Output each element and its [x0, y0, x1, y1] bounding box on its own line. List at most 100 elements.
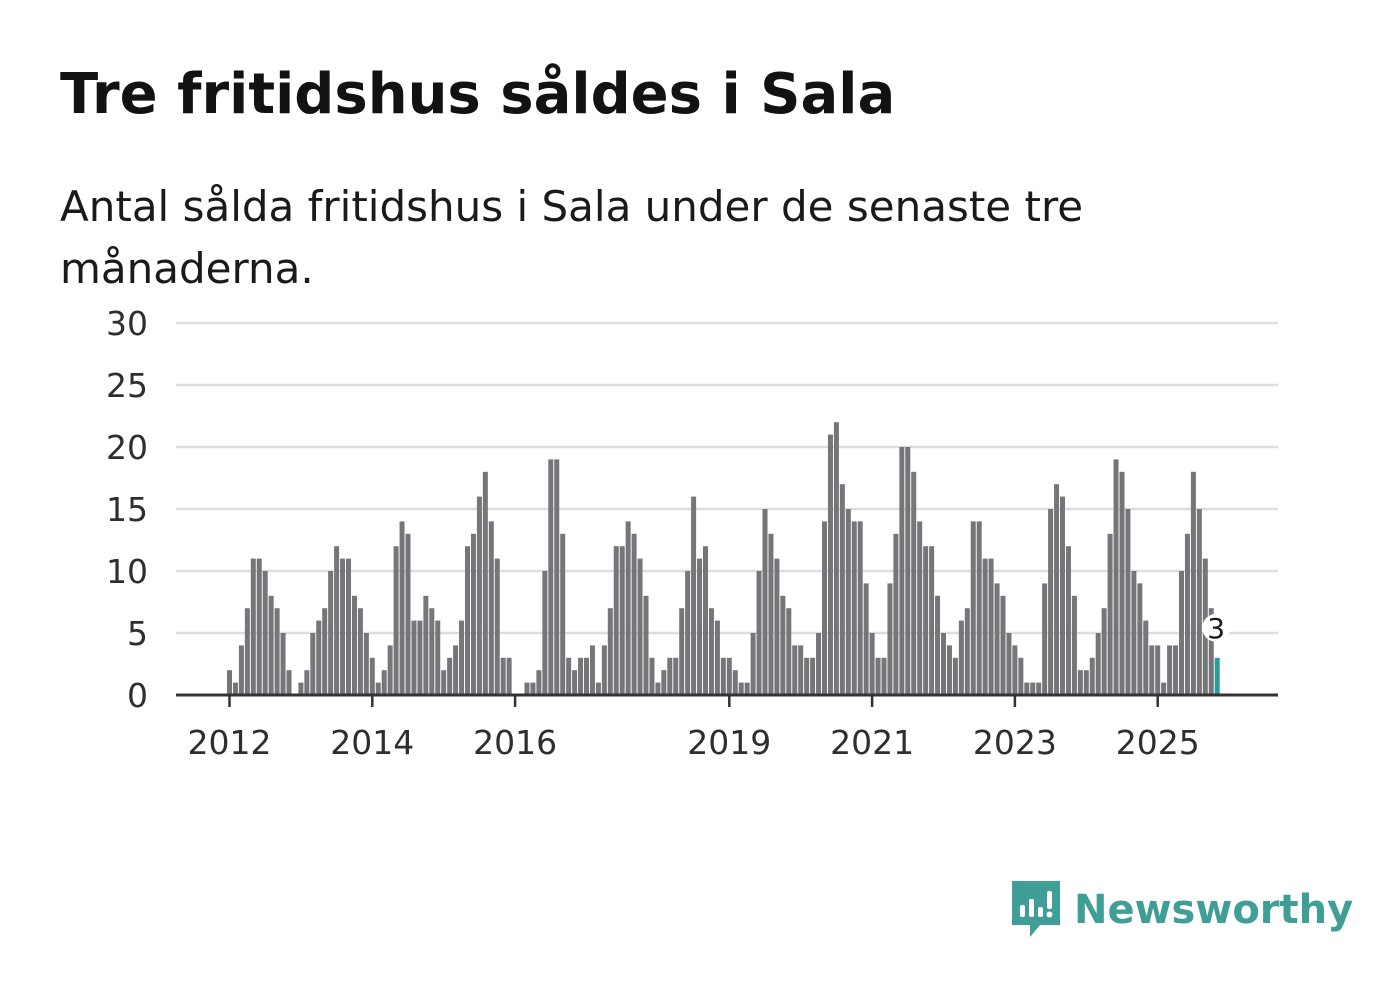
- bar: [851, 521, 857, 695]
- bar: [1149, 645, 1155, 695]
- bar: [482, 471, 488, 695]
- bar: [1190, 471, 1196, 695]
- bar: [1048, 509, 1054, 695]
- bar: [1196, 509, 1202, 695]
- bar: [1012, 645, 1018, 695]
- bar: [988, 558, 994, 695]
- bar: [268, 595, 274, 695]
- bar: [1095, 633, 1101, 695]
- bar: [244, 608, 250, 695]
- bar: [762, 509, 768, 695]
- bar: [1060, 496, 1065, 695]
- bars: [227, 422, 1220, 695]
- bar: [941, 633, 946, 695]
- annotations: 3: [1202, 612, 1231, 645]
- x-tick-label: 2025: [1116, 723, 1200, 762]
- x-tick-label: 2012: [188, 723, 272, 762]
- bar: [857, 521, 863, 695]
- bar: [1143, 620, 1149, 695]
- bar: [488, 521, 494, 695]
- bar: [1208, 608, 1214, 695]
- bar: [554, 459, 560, 695]
- bar: [304, 670, 310, 695]
- bar: [238, 645, 244, 695]
- bar: [227, 670, 232, 695]
- bar: [667, 657, 673, 695]
- bar: [833, 422, 839, 695]
- y-tick-label: 0: [127, 676, 148, 715]
- y-tick-label: 20: [106, 428, 148, 467]
- bar: [673, 657, 679, 695]
- bar: [274, 608, 280, 695]
- bar: [560, 533, 566, 695]
- bar: [703, 546, 708, 695]
- bar: [923, 546, 929, 695]
- bar: [952, 657, 958, 695]
- bar: [256, 558, 262, 695]
- bar: [1071, 595, 1077, 695]
- highlight-value-label: 3: [1207, 612, 1225, 645]
- bar: [584, 657, 589, 695]
- bar: [578, 657, 584, 695]
- bar: [613, 546, 619, 695]
- bar: [738, 682, 744, 695]
- chart-subtitle: Antal sålda fritidshus i Sala under de s…: [60, 182, 1084, 293]
- bar: [1107, 533, 1113, 695]
- bar: [929, 546, 935, 695]
- bar: [643, 595, 649, 695]
- bar: [798, 645, 804, 695]
- bar: [369, 657, 375, 695]
- bar: [899, 447, 905, 695]
- bar: [875, 657, 881, 695]
- bar: [994, 583, 1000, 695]
- bar: [536, 670, 542, 695]
- bar: [631, 533, 637, 695]
- bar: [375, 682, 381, 695]
- bar: [679, 608, 685, 695]
- bar: [566, 657, 572, 695]
- x-axis: [176, 693, 1278, 707]
- bar: [887, 583, 893, 695]
- chart-title: Tre fritidshus såldes i Sala: [60, 62, 896, 127]
- bar: [786, 608, 792, 695]
- y-tick-label: 5: [127, 614, 148, 653]
- bar: [447, 657, 453, 695]
- y-tick-label: 30: [106, 304, 148, 343]
- y-axis-labels: 0 5 10 15 20 25 30: [106, 304, 148, 715]
- x-tick-label: 2023: [973, 723, 1057, 762]
- bar: [506, 657, 512, 695]
- bar: [280, 633, 286, 695]
- bar: [958, 620, 964, 695]
- bar: [714, 620, 720, 695]
- bar: [935, 595, 941, 695]
- bar: [589, 645, 595, 695]
- bar: [298, 682, 304, 695]
- gridlines: [176, 321, 1278, 635]
- bar: [1018, 657, 1024, 695]
- bar: [827, 434, 833, 695]
- y-tick-label: 10: [106, 552, 148, 591]
- bar: [453, 645, 459, 695]
- bar: [524, 682, 530, 695]
- newsworthy-logo[interactable]: Newsworthy: [1010, 878, 1353, 942]
- bar: [732, 670, 738, 695]
- bar: [1167, 645, 1173, 695]
- bar: [250, 558, 256, 695]
- bar: [1119, 471, 1125, 695]
- bar: [1030, 682, 1036, 695]
- x-tick-label: 2014: [330, 723, 414, 762]
- bar: [1101, 608, 1107, 695]
- bar: [465, 546, 470, 695]
- bar: [1024, 682, 1030, 695]
- bar: [387, 645, 393, 695]
- bar: [548, 459, 554, 695]
- bar: [780, 595, 786, 695]
- bar: [405, 533, 411, 695]
- bar: [881, 657, 887, 695]
- bar: [863, 583, 869, 695]
- x-tick-label: 2021: [830, 723, 914, 762]
- bar: [393, 546, 399, 695]
- bar: [232, 682, 238, 695]
- bar: [839, 484, 845, 695]
